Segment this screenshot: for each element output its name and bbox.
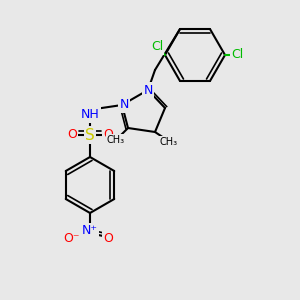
Text: O: O: [67, 128, 77, 142]
Text: NH: NH: [81, 109, 99, 122]
Text: O: O: [103, 128, 113, 142]
Text: N: N: [119, 98, 129, 112]
Text: O: O: [103, 232, 113, 245]
Text: N: N: [85, 224, 95, 238]
Text: S: S: [85, 128, 95, 142]
Text: N: N: [143, 83, 153, 97]
Text: Cl: Cl: [151, 40, 163, 53]
Text: O⁻: O⁻: [64, 232, 80, 245]
Text: CH₃: CH₃: [107, 135, 125, 145]
Text: Cl: Cl: [231, 49, 243, 62]
Text: N⁺: N⁺: [82, 224, 98, 238]
Text: CH₃: CH₃: [160, 137, 178, 147]
